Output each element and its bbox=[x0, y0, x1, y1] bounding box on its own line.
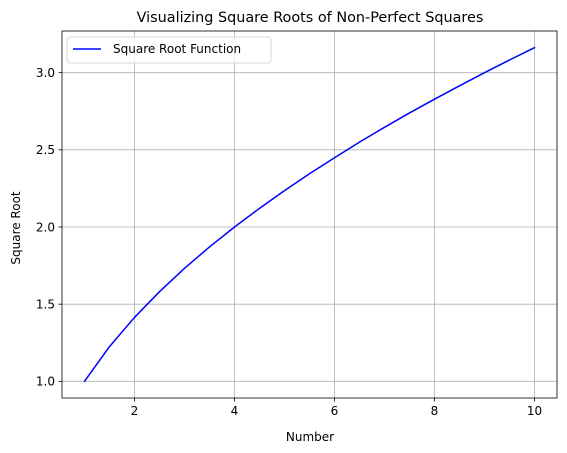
chart-title: Visualizing Square Roots of Non-Perfect … bbox=[137, 10, 484, 26]
y-axis-ticks: 1.0 1.5 2.0 2.5 3.0 bbox=[36, 66, 62, 389]
y-tick-label: 3.0 bbox=[36, 66, 55, 80]
plot-frame bbox=[61, 30, 558, 399]
series-line-square-root bbox=[83, 46, 536, 383]
legend-box bbox=[66, 36, 272, 64]
legend: Square Root Function bbox=[66, 36, 272, 64]
x-axis-label: Number bbox=[286, 430, 334, 444]
x-tick-label: 6 bbox=[331, 404, 339, 418]
legend-label: Square Root Function bbox=[113, 42, 241, 56]
y-tick-label: 2.5 bbox=[36, 143, 55, 157]
series-layer bbox=[83, 46, 536, 383]
x-tick-label: 8 bbox=[431, 404, 439, 418]
y-tick-label: 2.0 bbox=[36, 220, 55, 234]
x-tick-label: 10 bbox=[527, 404, 542, 418]
y-axis-label: Square Root bbox=[9, 191, 23, 265]
x-tick-label: 2 bbox=[131, 404, 139, 418]
x-axis-ticks: 2 4 6 8 10 bbox=[131, 398, 542, 418]
y-tick-label: 1.0 bbox=[36, 375, 55, 389]
grid bbox=[62, 31, 557, 398]
y-tick-label: 1.5 bbox=[36, 297, 55, 311]
x-tick-label: 4 bbox=[231, 404, 239, 418]
